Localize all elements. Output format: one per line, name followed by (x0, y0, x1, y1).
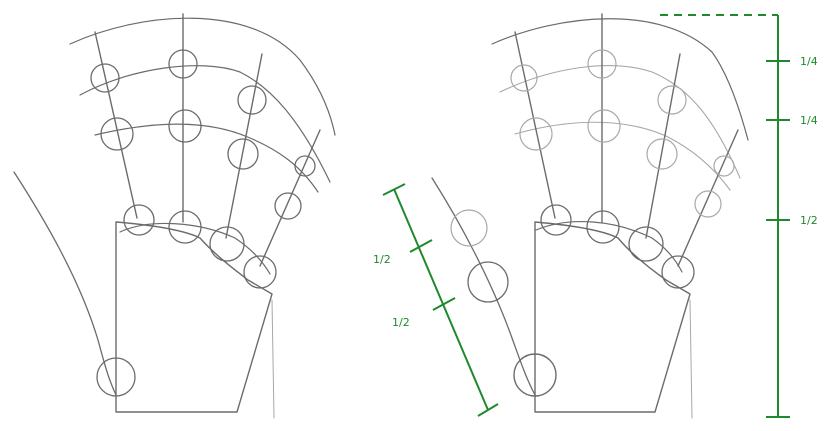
guide-tick (409, 239, 433, 253)
finger-line (94, 31, 138, 219)
middle-knuckle-arc (499, 65, 741, 179)
right-hand-sketch (431, 13, 749, 419)
thumb-guide-line (393, 188, 489, 411)
joint-circle (168, 49, 198, 79)
joint-circle (237, 85, 267, 115)
base-knuckle-arc (119, 222, 271, 275)
finger-line (225, 53, 263, 239)
joint-circle (168, 210, 202, 244)
guide-label-quarter: 1/4 (800, 55, 818, 68)
thumb-guide-label-half: 1/2 (392, 316, 410, 329)
joint-circle (628, 226, 664, 262)
joint-circle (661, 255, 695, 289)
finger-line (645, 53, 681, 239)
guide-tick (432, 297, 456, 311)
joint-circle (540, 204, 572, 236)
thumb-guide-label-half: 1/2 (373, 253, 391, 266)
lower-knuckle-arc (514, 121, 731, 191)
finger-line (514, 31, 556, 219)
joint-circle (510, 64, 538, 92)
palm-outline (115, 221, 273, 413)
finger-line (259, 129, 321, 267)
joint-circle (657, 85, 687, 115)
guide-label-quarter: 1/4 (800, 114, 818, 127)
guide-label-half: 1/2 (800, 214, 818, 227)
finger-proportion-guide: 1/4 1/4 1/2 (660, 14, 818, 418)
joint-circle (123, 204, 155, 236)
thumb-joint-circle (96, 357, 136, 397)
joint-circle (274, 192, 302, 220)
thumb-joint-circle (450, 209, 488, 247)
joint-circle (209, 226, 245, 262)
fingertip-arc (491, 18, 749, 141)
thumb-outline (13, 171, 117, 396)
thumb-proportion-guide: 1/2 1/2 (373, 183, 499, 417)
left-hand-sketch (13, 13, 336, 419)
joint-circle (519, 117, 553, 151)
joint-circle (243, 255, 277, 289)
joint-circle (587, 109, 621, 143)
thumb-outline (431, 177, 536, 396)
joint-circle (713, 155, 735, 177)
middle-knuckle-arc (79, 65, 331, 183)
palm-outline (534, 221, 691, 413)
joint-circle (90, 63, 120, 93)
joint-circle (100, 117, 134, 151)
lower-knuckle-arc (94, 123, 319, 193)
joint-circle (586, 210, 620, 244)
palm-inner-line (271, 299, 275, 419)
joint-circle (294, 155, 316, 177)
guide-tick (382, 183, 406, 196)
base-knuckle-arc (535, 220, 683, 273)
joint-circle (694, 190, 722, 218)
fingertip-arc (69, 17, 336, 136)
joint-circle (587, 49, 617, 79)
joint-circle (168, 109, 202, 143)
thumb-joint-circle (467, 261, 509, 303)
joint-circle (646, 138, 678, 170)
guide-tick (477, 403, 499, 417)
finger-line (677, 129, 739, 267)
palm-inner-line (689, 299, 693, 419)
thumb-joint-circle (513, 353, 557, 397)
joint-circle (227, 138, 259, 170)
